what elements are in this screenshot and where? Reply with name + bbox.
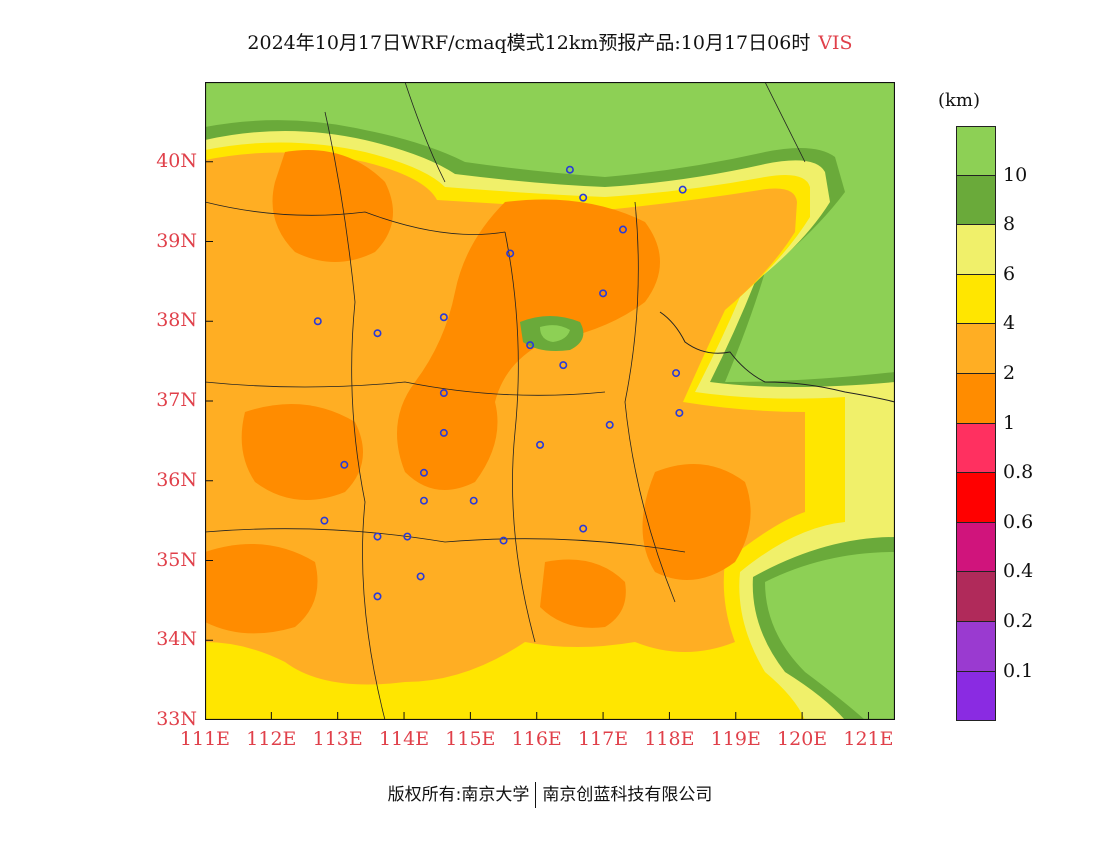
colorbar-swatch — [956, 423, 996, 474]
city-marker — [416, 572, 425, 581]
vis-patch-green-inner — [540, 325, 570, 342]
lat-label: 38N — [156, 309, 197, 332]
colorbar-swatch — [956, 473, 996, 523]
colorbar-swatch — [956, 175, 996, 226]
colorbar-label: 1 — [1003, 411, 1016, 434]
city-marker — [320, 516, 329, 525]
title-variable: VIS — [818, 32, 853, 54]
city-marker — [403, 532, 412, 541]
city-marker — [618, 225, 627, 234]
lat-label: 34N — [156, 628, 197, 651]
colorbar-label: 4 — [1003, 312, 1016, 335]
colorbar-label: 0.1 — [1003, 659, 1034, 682]
city-marker — [675, 408, 684, 417]
coastline — [659, 311, 895, 403]
city-marker — [340, 460, 349, 469]
visibility-map — [205, 82, 895, 720]
city-marker — [439, 389, 448, 398]
lon-label: 111E — [179, 728, 231, 750]
city-marker — [599, 289, 608, 298]
lon-label: 118E — [644, 728, 695, 750]
city-marker — [579, 193, 588, 202]
city-markers — [313, 165, 687, 601]
colorbar-swatch — [956, 274, 996, 325]
footer-separator — [535, 782, 537, 808]
colorbar-label: 0.2 — [1003, 610, 1034, 632]
lat-label: 40N — [156, 149, 197, 172]
colorbar-swatch — [956, 225, 996, 275]
colorbar-swatch — [956, 373, 996, 424]
colorbar-label: 10 — [1003, 163, 1028, 186]
city-marker — [536, 440, 545, 449]
colorbar — [956, 126, 996, 722]
copyright-right: 南京创蓝科技有限公司 — [542, 785, 713, 805]
city-marker — [373, 532, 382, 541]
city-marker — [605, 420, 614, 429]
city-marker — [313, 317, 322, 326]
city-marker — [419, 496, 428, 505]
vis-band-1-east — [642, 464, 751, 580]
colorbar-swatch — [956, 621, 996, 672]
copyright-left: 版权所有:南京大学 — [387, 785, 530, 805]
city-marker — [419, 468, 428, 477]
colorbar-label: 0.8 — [1003, 461, 1034, 484]
lon-label: 115E — [445, 728, 496, 750]
vis-band-1-north — [272, 150, 393, 262]
vis-band-1-west — [241, 404, 363, 500]
lon-label: 112E — [246, 728, 297, 750]
lon-label: 114E — [378, 728, 430, 750]
city-marker — [439, 428, 448, 437]
colorbar-swatch — [956, 324, 996, 374]
colorbar-label: 6 — [1003, 262, 1016, 285]
city-marker — [526, 341, 535, 350]
colorbar-label: 0.4 — [1003, 560, 1034, 583]
city-marker — [565, 165, 574, 174]
lon-label: 119E — [710, 728, 761, 750]
city-marker — [373, 592, 382, 601]
copyright-footer: 版权所有:南京大学 南京创蓝科技有限公司 — [0, 780, 1100, 808]
lon-label: 113E — [312, 728, 363, 750]
colorbar-swatch — [956, 572, 996, 622]
vis-band-1-mid — [540, 559, 626, 628]
lon-label: 117E — [577, 728, 629, 750]
city-marker — [579, 524, 588, 533]
chart-title: 2024年10月17日WRF/cmaq模式12km预报产品:10月17日06时 V… — [0, 28, 1100, 55]
colorbar-label: 2 — [1003, 362, 1016, 384]
city-marker — [672, 369, 681, 378]
axis-ticks — [205, 161, 869, 720]
colorbar-swatch — [956, 126, 996, 176]
city-marker — [373, 329, 382, 338]
lat-label: 37N — [156, 389, 197, 411]
city-marker — [469, 496, 478, 505]
lon-label: 120E — [777, 728, 828, 750]
colorbar-label: 0.6 — [1003, 510, 1034, 533]
title-main: 2024年10月17日WRF/cmaq模式12km预报产品:10月17日06时 — [247, 32, 811, 54]
lat-label: 36N — [156, 468, 197, 491]
lat-label: 39N — [156, 229, 197, 252]
province-boundary — [205, 82, 806, 720]
colorbar-unit: (km) — [938, 90, 981, 111]
lat-label: 35N — [156, 548, 197, 571]
lat-label: 33N — [156, 708, 197, 730]
colorbar-label: 8 — [1003, 213, 1016, 236]
lon-label: 116E — [511, 728, 562, 750]
vis-band-1-south — [205, 544, 318, 634]
city-marker — [499, 536, 508, 545]
lon-label: 121E — [843, 728, 894, 750]
city-marker — [506, 249, 515, 258]
city-marker — [678, 185, 687, 194]
colorbar-swatch — [956, 522, 996, 573]
city-marker — [559, 361, 568, 370]
city-marker — [439, 313, 448, 322]
colorbar-swatch — [956, 671, 996, 722]
